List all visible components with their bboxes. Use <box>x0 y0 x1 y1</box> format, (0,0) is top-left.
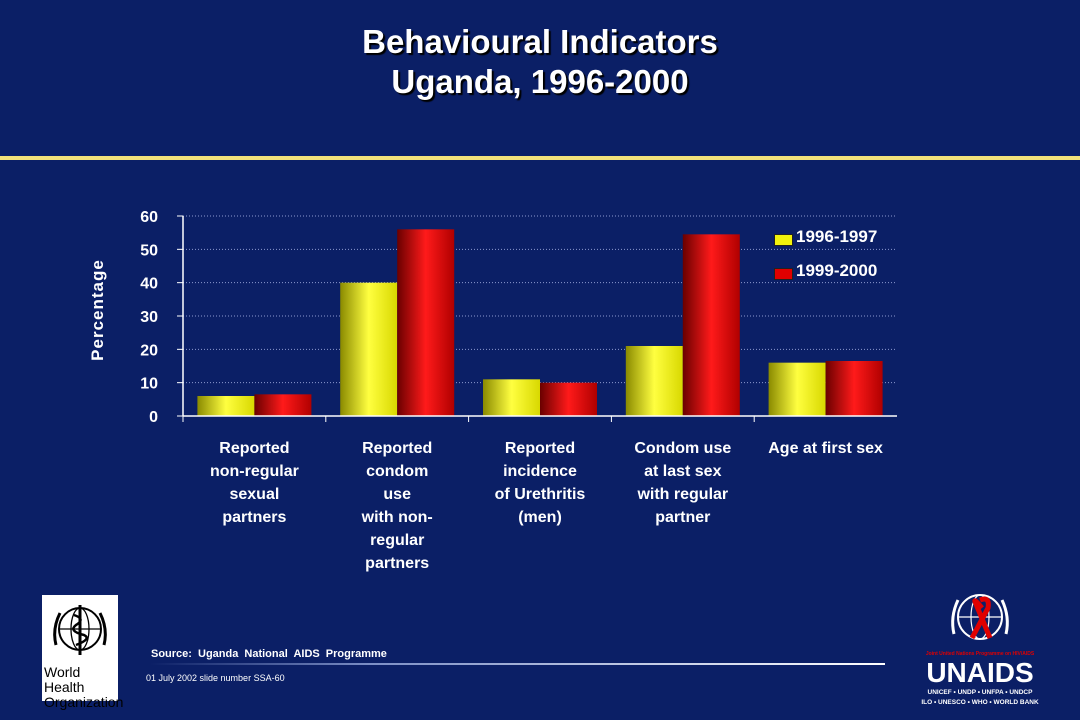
bar-1999-2000 <box>540 382 597 416</box>
source-rule <box>150 663 885 665</box>
title-divider <box>0 156 1080 160</box>
legend-label: 1996-1997 <box>796 227 878 246</box>
bar-1999-2000 <box>254 394 312 416</box>
legend-label: 1999-2000 <box>796 261 878 280</box>
x-category-label: Age at first sex <box>768 440 883 457</box>
who-logo: World Health Organization <box>42 595 123 710</box>
y-tick-label: 60 <box>140 209 158 226</box>
slide-title: Behavioural Indicators Uganda, 1996-2000 <box>0 22 1080 102</box>
unaids-tagline: Joint United Nations Programme on HIV/AI… <box>926 651 1035 657</box>
y-tick-label: 50 <box>140 242 158 259</box>
x-category-label: Reported condom use with non- regular pa… <box>361 440 433 572</box>
unaids-logo: Joint United Nations Programme on HIV/AI… <box>921 594 1039 706</box>
x-category-label: Condom use at last sex with regular part… <box>634 440 732 526</box>
source-note: Source: Uganda National AIDS Programme <box>151 648 387 660</box>
x-category-label: Reported incidence of Urethritis (men) <box>494 440 586 526</box>
y-tick-label: 20 <box>140 342 158 359</box>
legend-swatch-red <box>774 268 793 280</box>
y-axis-label: Percentage <box>88 259 107 361</box>
y-tick-label: 10 <box>140 376 158 393</box>
bar-1996-1997 <box>197 396 255 416</box>
x-category-label: Reported non-regular sexual partners <box>209 440 299 526</box>
footer-date: 01 July 2002 slide number SSA-60 <box>146 673 285 683</box>
who-name-line-2: Organization <box>44 694 124 710</box>
bar-1999-2000 <box>825 361 883 416</box>
unaids-partners-1: UNICEF • UNDP • UNFPA • UNDCP <box>928 689 1034 696</box>
y-tick-label: 40 <box>140 276 158 293</box>
bar-1999-2000 <box>682 234 740 416</box>
un-emblem-icon <box>951 594 1009 640</box>
who-name-line-1: World Health <box>44 664 85 695</box>
title-line-2: Uganda, 1996-2000 <box>391 63 689 100</box>
bar-1999-2000 <box>397 229 455 416</box>
y-tick-label: 0 <box>149 409 158 426</box>
red-ribbon-icon <box>969 596 993 640</box>
bar-1996-1997 <box>768 362 826 416</box>
legend-swatch-yellow <box>774 234 793 246</box>
title-line-1: Behavioural Indicators <box>362 23 718 60</box>
unaids-wordmark: UNAIDS <box>926 657 1033 688</box>
bar-1996-1997 <box>483 379 540 416</box>
who-emblem-icon <box>53 605 107 655</box>
unaids-partners-2: ILO • UNESCO • WHO • WORLD BANK <box>921 699 1039 706</box>
y-tick-label: 30 <box>140 309 158 326</box>
bar-1996-1997 <box>625 346 683 416</box>
bar-1996-1997 <box>340 282 398 416</box>
